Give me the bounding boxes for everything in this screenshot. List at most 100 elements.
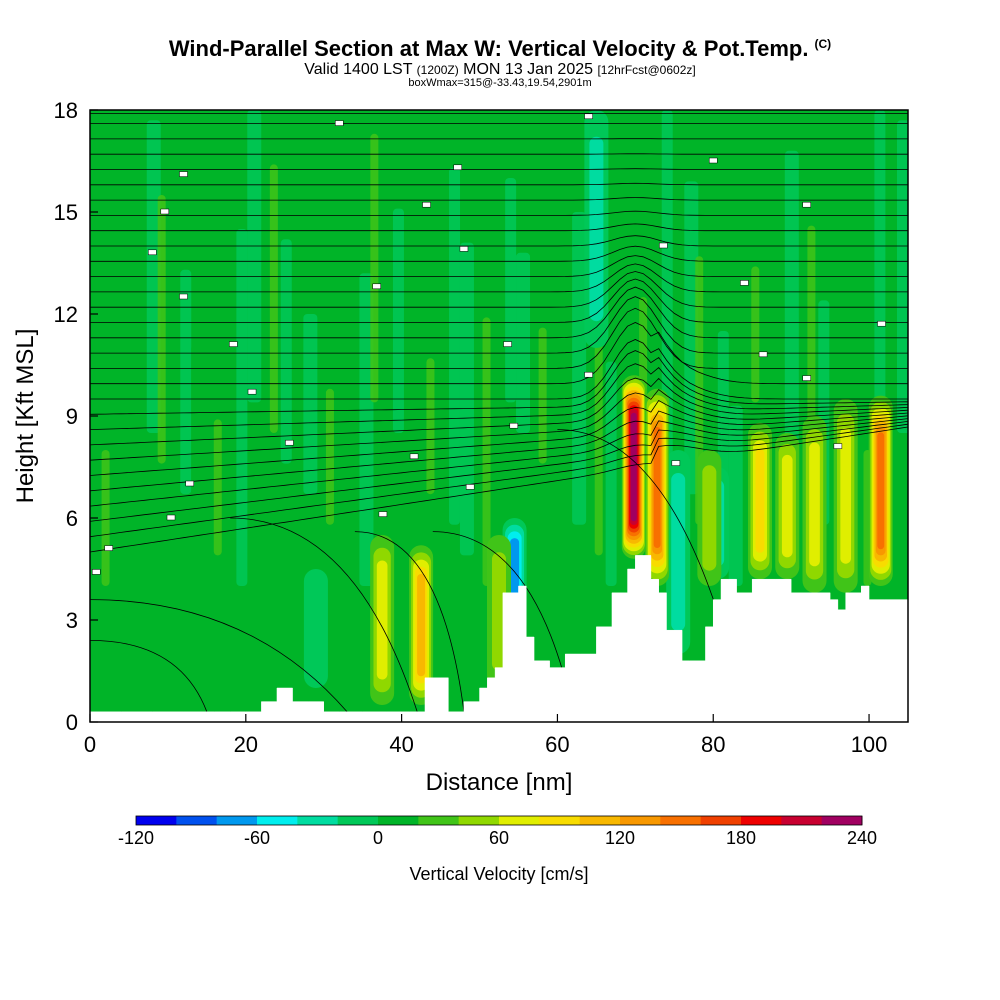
y-tick-label: 15 <box>54 200 78 225</box>
velocity-streak <box>628 222 643 403</box>
theta-contour <box>90 263 908 293</box>
theta-contour <box>90 363 908 430</box>
theta-contour <box>90 388 908 461</box>
theta-contour-label <box>166 514 176 521</box>
velocity-streak <box>359 273 374 586</box>
theta-contour <box>90 423 908 538</box>
colorbar-frame <box>135 815 863 826</box>
velocity-streak <box>370 133 379 403</box>
theta-contour-label <box>833 443 843 449</box>
y-axis-label: Height [Kft MSL] <box>12 329 39 504</box>
theta-contour <box>354 531 465 712</box>
downdraft-core <box>671 472 686 632</box>
colorbar-swatch <box>136 816 177 825</box>
velocity-streak <box>101 450 110 586</box>
colorbar-swatch <box>418 816 460 825</box>
theta-contour <box>90 168 908 170</box>
colorbar-swatch <box>216 816 258 825</box>
velocity-streak <box>449 167 461 525</box>
velocity-streak <box>684 181 699 495</box>
theta-contour-label <box>802 375 811 381</box>
colorbar-swatch <box>700 816 742 825</box>
theta-contour-label <box>453 164 462 171</box>
theta-contour <box>90 599 348 713</box>
theta-contour-label <box>758 351 768 358</box>
theta-contour-label <box>179 171 188 177</box>
colorbar-title: Vertical Velocity [cm/s] <box>409 864 588 884</box>
velocity-streak <box>392 208 404 433</box>
velocity-field <box>90 110 908 722</box>
velocity-streak <box>773 110 785 433</box>
terrain-mask <box>89 555 909 723</box>
y-tick-label: 12 <box>54 302 78 327</box>
velocity-streak <box>124 110 136 403</box>
velocity-streak <box>874 110 886 403</box>
colorbar-tick-label: -120 <box>118 828 154 848</box>
colorbar-swatch <box>741 816 782 825</box>
velocity-streak <box>213 419 222 556</box>
downdraft-core <box>303 569 328 688</box>
theta-contour <box>90 210 908 216</box>
updraft-core <box>877 432 885 550</box>
theta-contour-label <box>148 249 157 256</box>
velocity-streak <box>605 361 617 586</box>
updraft-core <box>376 560 388 680</box>
colorbar-tick-label: 0 <box>373 828 383 848</box>
chart-title-text: Wind-Parallel Section at Max W: Vertical… <box>168 36 809 61</box>
theta-contour <box>90 286 908 339</box>
theta-contour-label <box>740 280 749 286</box>
theta-contour <box>90 235 908 247</box>
x-axis-label: Distance [nm] <box>426 769 573 796</box>
colorbar-tick-label: 60 <box>489 828 509 848</box>
colorbar-swatch <box>297 816 339 825</box>
velocity-streak <box>549 137 561 495</box>
theta-contour-label <box>584 371 593 378</box>
theta-contour <box>90 271 908 308</box>
x-tick-label: 40 <box>389 732 413 757</box>
theta-contour-label <box>509 422 519 429</box>
velocity-streak <box>269 164 278 433</box>
theta-contour-label <box>503 341 512 347</box>
colorbar-swatch <box>257 816 298 825</box>
updraft-core <box>781 454 793 558</box>
valid-prefix: Valid 1400 LST <box>304 61 413 78</box>
colorbar-tick-label: -60 <box>244 828 270 848</box>
valid-date: MON 13 Jan 2025 <box>463 61 594 78</box>
colorbar-swatch <box>176 816 218 825</box>
theta-contour-label <box>465 484 475 490</box>
theta-contour <box>90 278 908 323</box>
theta-contour <box>90 307 908 369</box>
theta-contour <box>90 640 208 712</box>
theta-contours <box>90 113 908 713</box>
colorbar-swatch <box>781 816 823 825</box>
valid-utc: (1200Z) <box>416 63 459 77</box>
colorbar-swatch <box>378 816 419 825</box>
theta-contour-label <box>91 569 101 575</box>
theta-contour-label <box>179 293 188 300</box>
velocity-streak <box>728 405 743 586</box>
colorbar-tick-label: 240 <box>847 828 877 848</box>
y-tick-label: 3 <box>66 608 78 633</box>
theta-contour <box>90 377 908 446</box>
colorbar-swatch <box>458 816 500 825</box>
theta-contour-label <box>229 341 238 347</box>
colorbar-swatch <box>499 816 540 825</box>
theta-contour <box>90 399 908 476</box>
velocity-streak <box>907 198 908 461</box>
chart-title: Wind-Parallel Section at Max W: Vertical… <box>0 36 1000 62</box>
velocity-streak <box>247 110 262 403</box>
copyright-mark: (C) <box>814 36 832 51</box>
theta-contour-label <box>247 388 257 395</box>
theta-contour <box>90 223 908 232</box>
colorbar-swatch <box>660 816 702 825</box>
theta-contour <box>90 410 908 492</box>
theta-contour-label <box>422 201 431 208</box>
theta-contour <box>90 182 908 186</box>
theta-contour-label <box>877 320 886 327</box>
x-tick-label: 60 <box>545 732 569 757</box>
theta-contour <box>90 197 908 201</box>
velocity-streak <box>303 314 318 495</box>
theta-contour <box>90 245 908 262</box>
colorbar-swatch <box>620 816 661 825</box>
updraft-core <box>809 442 820 567</box>
